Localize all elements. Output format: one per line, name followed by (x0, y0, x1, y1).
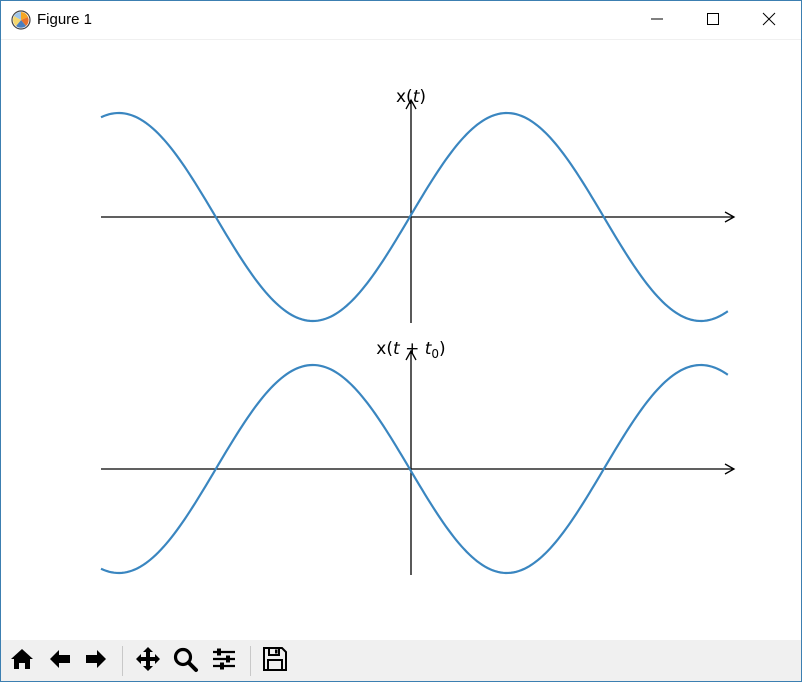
subplot-bottom: x(t + t0) (100, 339, 736, 575)
arrow-left-icon (46, 645, 74, 677)
move-icon (134, 645, 162, 677)
zoom-button[interactable] (169, 644, 201, 678)
window-title: Figure 1 (37, 11, 93, 28)
y-axis-arrow-top (405, 98, 417, 110)
close-button[interactable] (741, 1, 797, 39)
maximize-button[interactable] (685, 1, 741, 39)
toolbar-separator (122, 646, 123, 676)
subplots-button[interactable] (208, 644, 240, 678)
close-icon (762, 11, 776, 30)
magnifier-icon (171, 645, 199, 677)
forward-button[interactable] (80, 644, 112, 678)
back-button[interactable] (44, 644, 76, 678)
ylabel-top: x(t) (396, 87, 426, 107)
save-button[interactable] (259, 644, 291, 678)
y-axis-arrow-bottom (405, 349, 417, 361)
series-line-top (100, 111, 729, 323)
ylabel-bottom: x(t + t0) (376, 339, 445, 361)
navigation-toolbar (1, 640, 801, 681)
home-icon (8, 645, 36, 677)
toolbar-separator (250, 646, 251, 676)
maximize-icon (706, 11, 720, 30)
floppy-disk-icon (261, 645, 289, 677)
x-axis-arrow-top (724, 211, 736, 223)
sliders-icon (210, 645, 238, 677)
title-bar[interactable]: Figure 1 (1, 1, 801, 40)
matplotlib-icon (11, 10, 31, 30)
minimize-button[interactable] (629, 1, 685, 39)
subplot-top: x(t) (100, 87, 736, 323)
minimize-icon (650, 11, 664, 30)
home-button[interactable] (6, 644, 38, 678)
plot-area: x(t) x(t + t0) (100, 87, 736, 575)
series-line-bottom (100, 363, 729, 575)
pan-button[interactable] (132, 644, 164, 678)
figure-canvas[interactable]: x(t) x(t + t0) (1, 40, 801, 639)
arrow-right-icon (82, 645, 110, 677)
x-axis-arrow-bottom (724, 463, 736, 475)
